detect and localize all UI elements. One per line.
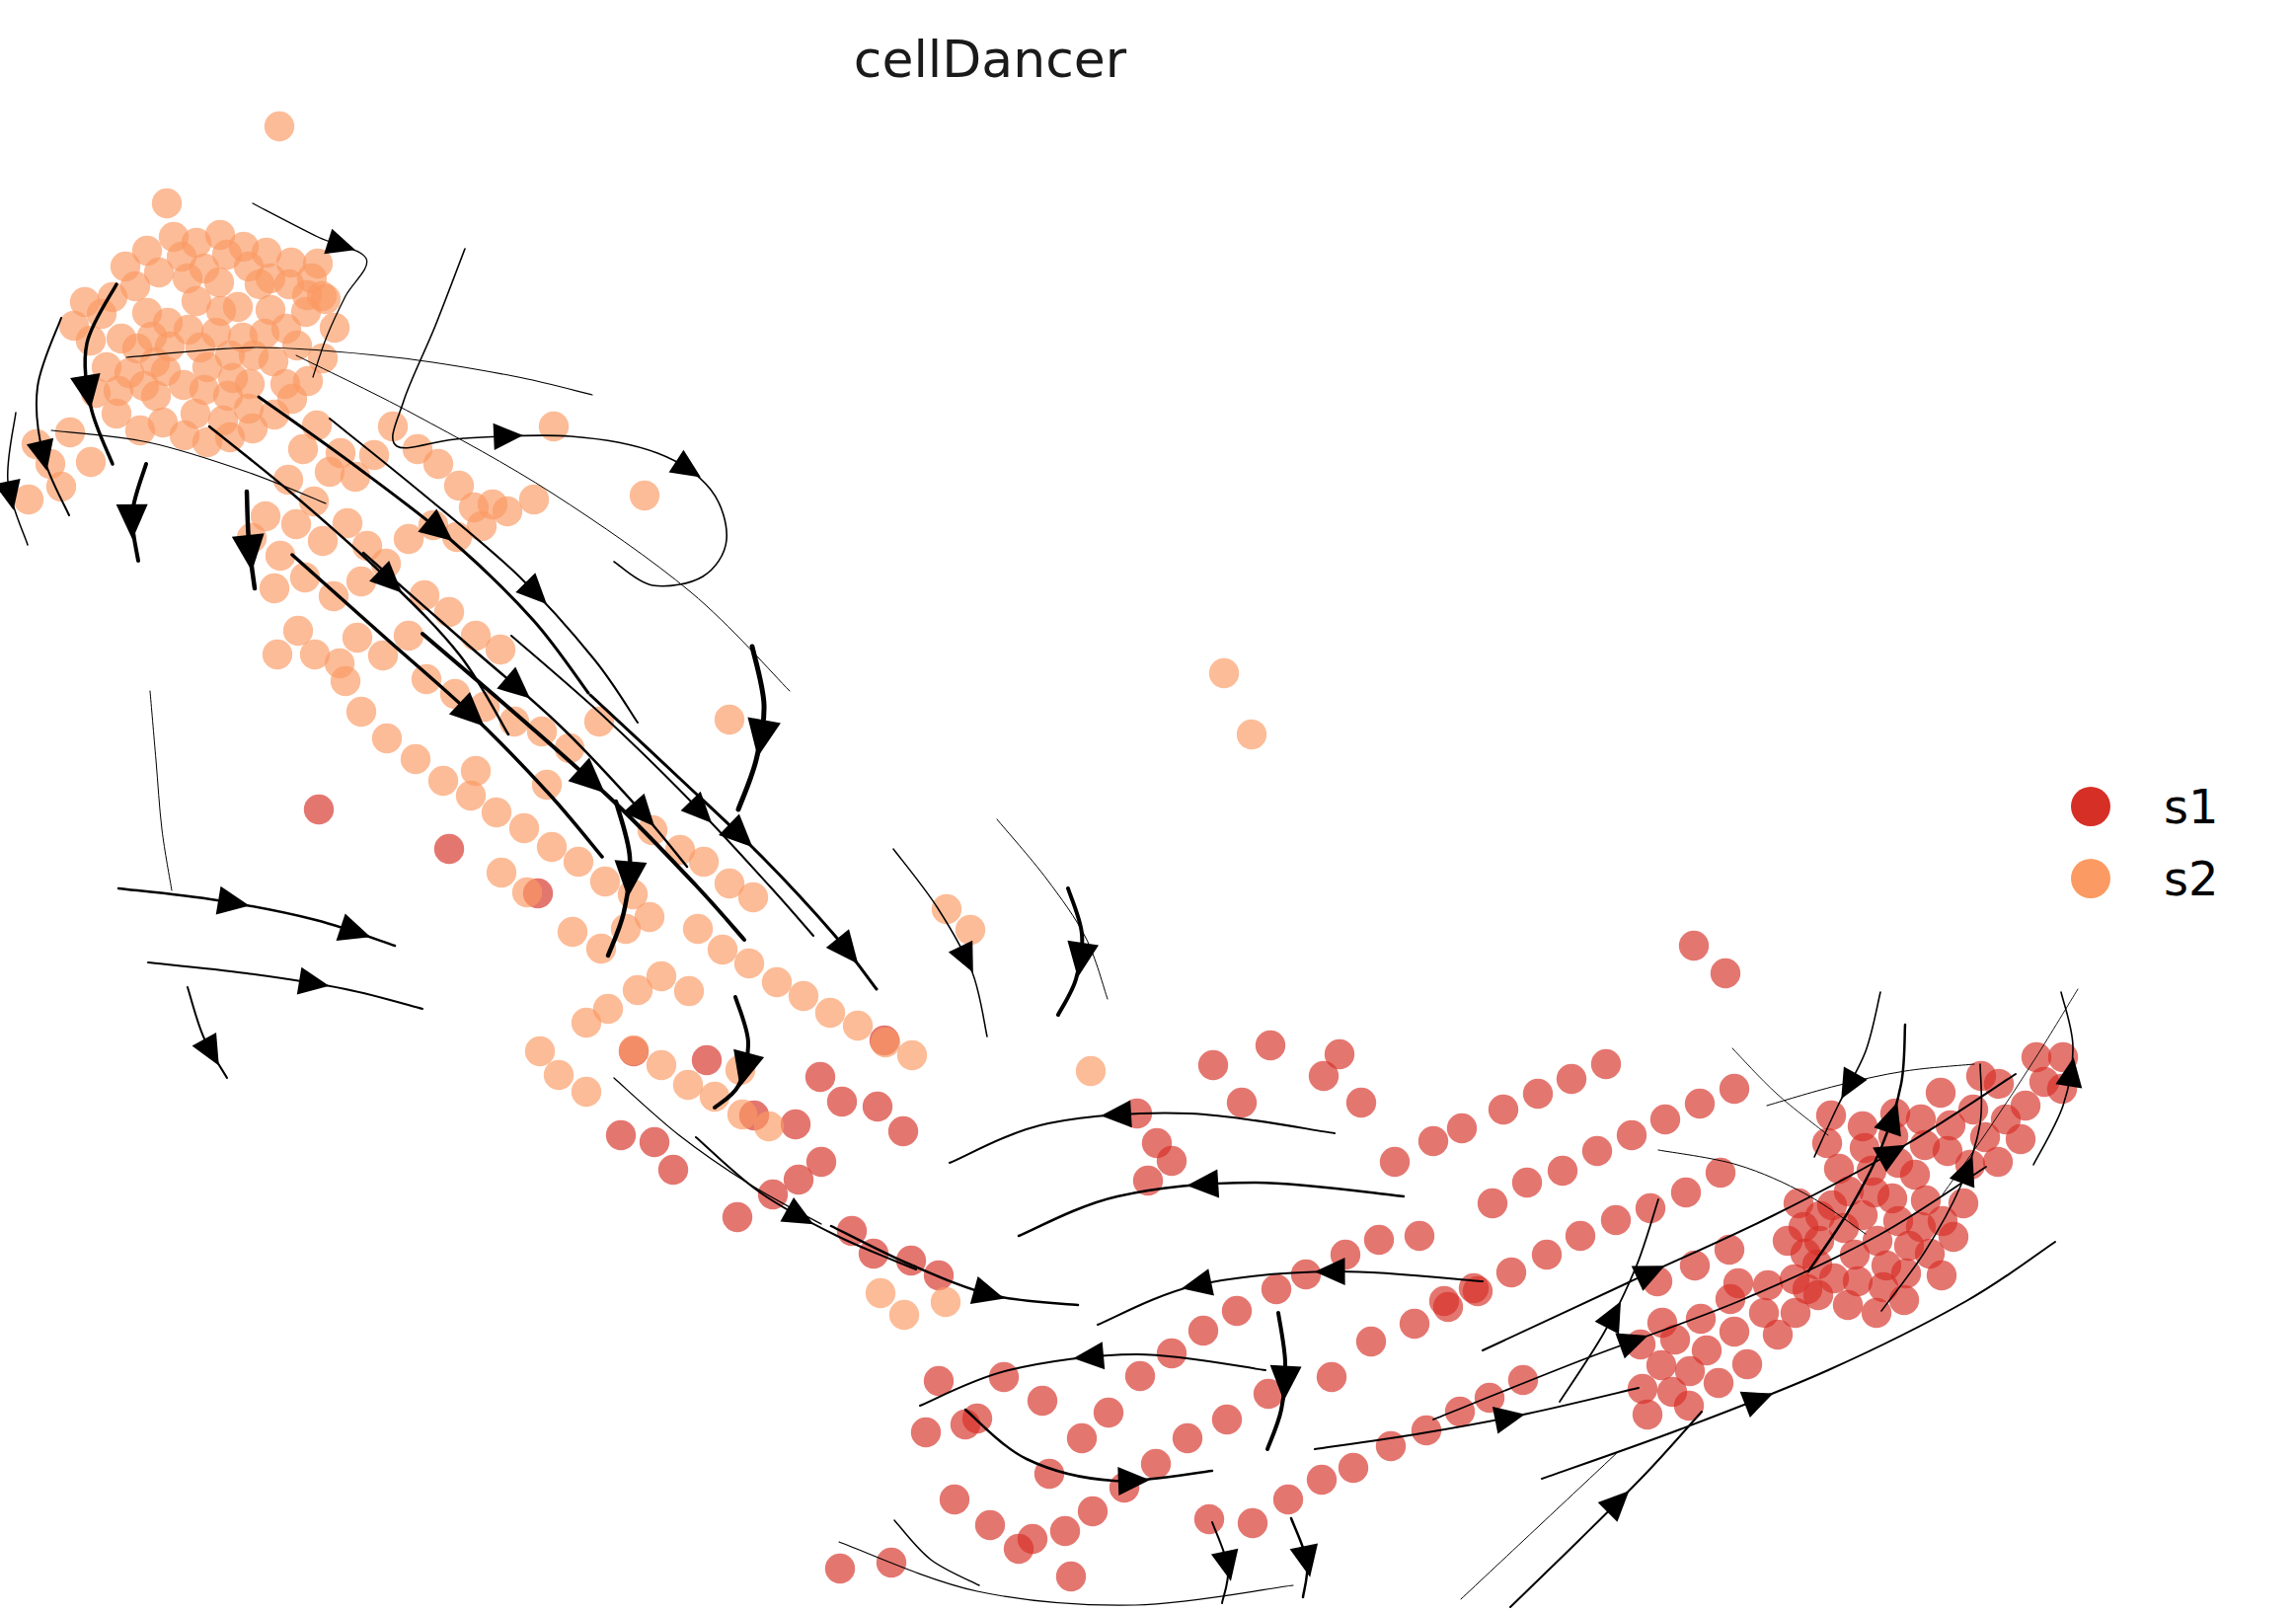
- legend-marker-s2: [2071, 859, 2110, 898]
- streamline-arrow: [970, 1276, 1005, 1304]
- streamline-arrow: [1186, 1169, 1219, 1197]
- legend-item-s1: s1: [2071, 779, 2219, 834]
- streamline-arrow: [623, 794, 654, 827]
- streamline-arrow: [297, 967, 330, 995]
- streamline: [8, 413, 28, 545]
- legend-label-s1: s1: [2164, 779, 2219, 834]
- streamline-arrow: [232, 533, 265, 571]
- scatter-series-s1: [304, 795, 2078, 1591]
- streamline-arrow: [1492, 1407, 1525, 1433]
- streamline-arrow: [949, 941, 973, 973]
- streamline-arrow: [497, 667, 530, 699]
- stream-plot: cellDancer s1s2: [0, 0, 2296, 1612]
- streamline-arrow: [494, 423, 523, 450]
- streamline-arrow: [1211, 1549, 1238, 1581]
- streamline-arrow: [1067, 941, 1099, 978]
- scatter-layer: [14, 112, 2078, 1591]
- streamline-arrow: [337, 913, 371, 941]
- streamline-arrow: [192, 1033, 219, 1066]
- legend-item-s2: s2: [2071, 851, 2219, 906]
- streamline-arrow: [1841, 1067, 1867, 1100]
- streamline: [997, 819, 1108, 999]
- streamline-arrow: [747, 718, 780, 757]
- legend-marker-s1: [2071, 787, 2110, 826]
- legend: s1s2: [2071, 779, 2219, 906]
- figure: cellDancer s1s2: [0, 0, 2296, 1612]
- streamline: [150, 691, 172, 890]
- streamline-arrow: [1290, 1543, 1318, 1576]
- scatter-series-s2: [14, 112, 1266, 1330]
- streamline: [148, 962, 422, 1009]
- streamline-arrow: [1073, 1342, 1105, 1369]
- streamline-arrow: [669, 450, 701, 478]
- streamline-arrow: [1595, 1301, 1621, 1334]
- streamline-arrow: [1101, 1100, 1132, 1127]
- streamline: [894, 1520, 979, 1585]
- streamline-arrow: [324, 229, 355, 254]
- streamline-arrow: [826, 929, 859, 963]
- streamline: [188, 987, 227, 1078]
- plot-title: cellDancer: [854, 30, 1127, 89]
- legend-label-s2: s2: [2164, 851, 2219, 906]
- streamline-arrow: [216, 886, 250, 915]
- streamline-arrow: [1182, 1268, 1214, 1295]
- streamline-arrow: [116, 504, 148, 540]
